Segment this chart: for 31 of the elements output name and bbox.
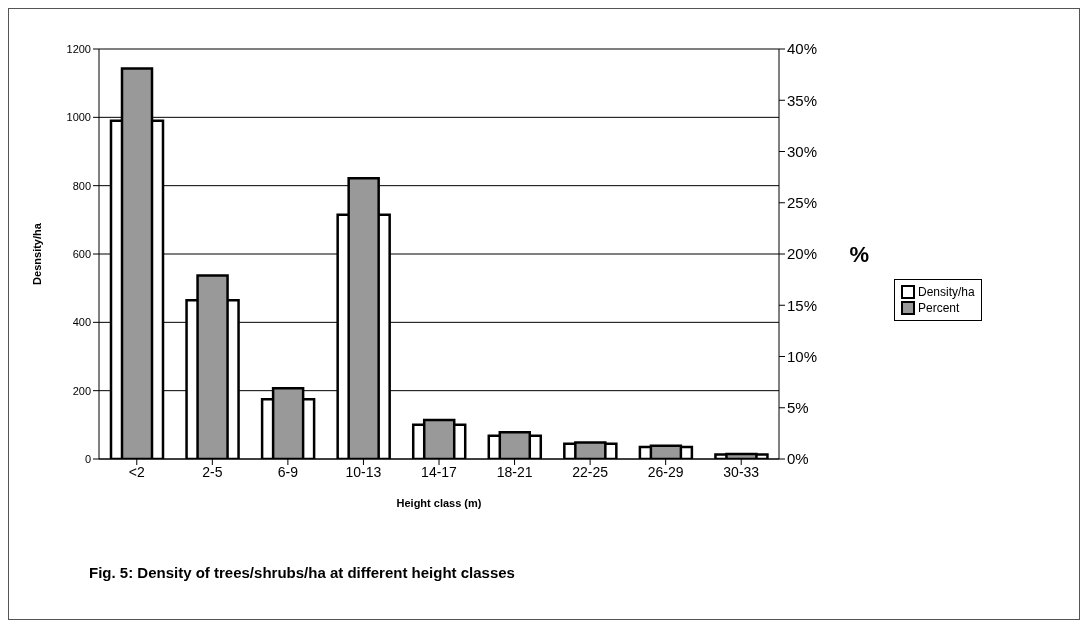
x-tick-label: 26-29: [647, 463, 684, 480]
y2-tick-label: 30%: [787, 142, 818, 160]
x-tick-label: 10-13: [345, 463, 382, 480]
y2-tick-label: 5%: [787, 399, 809, 417]
y2-tick-label: 20%: [787, 245, 818, 263]
y-axis-title: Desnsity/ha: [30, 222, 43, 285]
y2-tick-label: 10%: [787, 347, 818, 365]
y-tick-label: 600: [72, 247, 91, 260]
y-tick-label: 200: [72, 384, 91, 397]
y2-tick-label: 15%: [787, 296, 818, 314]
x-tick-label: 30-33: [723, 463, 760, 480]
x-axis-title: Height class (m): [396, 497, 482, 509]
x-tick-label: 14-17: [421, 463, 458, 480]
x-tick-label: 22-25: [572, 463, 609, 480]
x-tick-label: 2-5: [202, 463, 223, 480]
legend-label: Percent: [918, 301, 960, 315]
legend-label: Density/ha: [918, 285, 975, 299]
y-tick-label: 0: [84, 452, 91, 465]
y2-tick-label: 35%: [787, 91, 818, 109]
y-tick-label: 800: [72, 179, 91, 192]
y-tick-label: 1200: [66, 42, 91, 55]
y2-tick-label: 25%: [787, 194, 818, 212]
y2-axis-title: %: [849, 241, 869, 267]
y-tick-label: 400: [72, 316, 91, 329]
y2-tick-label: 0%: [787, 450, 809, 468]
x-tick-label: <2: [128, 463, 145, 480]
x-tick-label: 18-21: [496, 463, 533, 480]
text: Fig. 5: Density of trees/shrubs/ha at different height classes: [89, 564, 515, 581]
y2-tick-label: 40%: [787, 40, 818, 58]
x-tick-label: 6-9: [277, 463, 299, 480]
y-tick-label: 1000: [66, 111, 91, 124]
